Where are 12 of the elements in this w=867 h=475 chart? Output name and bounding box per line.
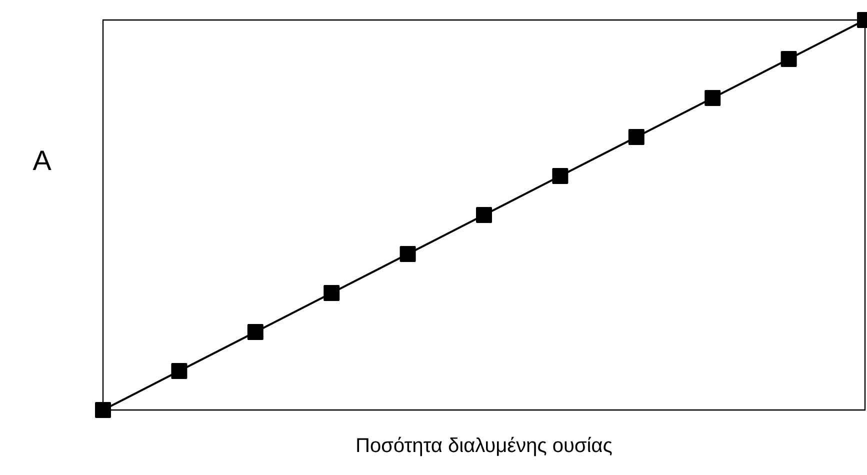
point — [704, 90, 721, 106]
point — [628, 129, 644, 145]
point — [400, 246, 416, 262]
x-axis-title: Ποσότητα διαλυμένης ουσίας — [357, 436, 612, 456]
point — [95, 402, 112, 418]
point — [552, 168, 568, 184]
point — [171, 363, 188, 379]
point — [324, 285, 340, 301]
y-axis-title: A — [32, 150, 52, 170]
point — [476, 207, 492, 223]
point — [247, 324, 264, 340]
point — [780, 51, 797, 67]
